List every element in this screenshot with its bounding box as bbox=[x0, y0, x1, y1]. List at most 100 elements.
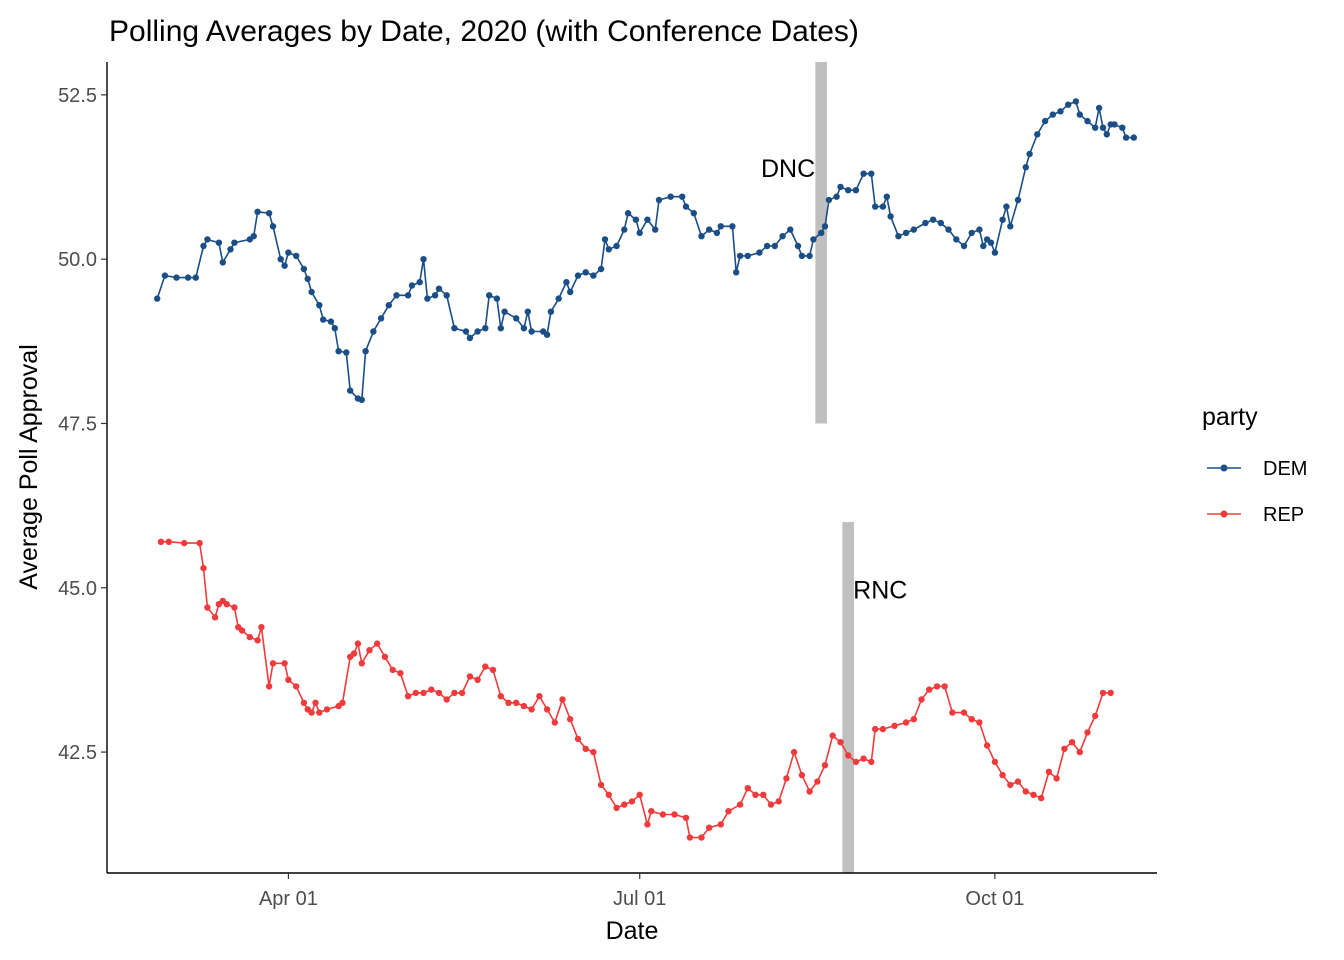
data-point bbox=[204, 236, 211, 243]
data-point bbox=[690, 210, 697, 217]
data-point bbox=[528, 328, 535, 335]
data-point bbox=[293, 252, 300, 260]
data-point bbox=[999, 771, 1006, 779]
data-point bbox=[223, 601, 230, 608]
data-point bbox=[644, 821, 651, 828]
data-point bbox=[420, 256, 427, 263]
data-point bbox=[852, 187, 860, 194]
data-point bbox=[204, 604, 211, 611]
data-point bbox=[845, 752, 852, 759]
data-point bbox=[327, 318, 335, 325]
data-point bbox=[1099, 689, 1107, 697]
data-point bbox=[613, 242, 620, 250]
data-point bbox=[682, 203, 690, 210]
data-point bbox=[798, 252, 806, 260]
data-point bbox=[320, 316, 327, 323]
data-point bbox=[1068, 739, 1076, 746]
data-point bbox=[424, 295, 431, 302]
data-point bbox=[200, 564, 207, 572]
data-point bbox=[254, 637, 261, 644]
data-point bbox=[879, 203, 887, 210]
data-point bbox=[377, 315, 385, 322]
y-tick-label: 50.0 bbox=[58, 249, 97, 271]
data-point bbox=[443, 292, 450, 299]
y-tick-label: 45.0 bbox=[58, 578, 97, 600]
legend-title: party bbox=[1202, 403, 1258, 431]
data-point bbox=[872, 725, 879, 733]
data-point bbox=[632, 216, 640, 223]
data-point bbox=[1014, 778, 1022, 785]
data-point bbox=[192, 274, 199, 281]
data-point bbox=[648, 808, 655, 815]
data-point bbox=[474, 676, 481, 683]
data-point bbox=[215, 239, 223, 246]
data-point bbox=[300, 265, 308, 273]
data-point bbox=[339, 699, 346, 706]
data-point bbox=[1092, 712, 1099, 720]
legend-label: DEM bbox=[1263, 458, 1307, 480]
data-point bbox=[489, 666, 497, 674]
data-point bbox=[277, 256, 284, 263]
y-axis-ticks: 42.5 45.0 47.5 50.0 52.5 bbox=[58, 85, 107, 764]
data-point bbox=[902, 719, 910, 726]
data-point bbox=[636, 791, 643, 798]
data-point bbox=[246, 633, 253, 641]
data-point bbox=[837, 183, 844, 191]
data-point bbox=[767, 801, 775, 808]
data-point bbox=[281, 660, 288, 667]
data-point bbox=[559, 696, 566, 703]
data-point bbox=[219, 259, 226, 266]
data-point bbox=[547, 308, 555, 315]
data-point bbox=[1007, 223, 1014, 230]
data-point bbox=[435, 285, 443, 292]
data-point bbox=[868, 170, 875, 177]
data-point bbox=[1061, 745, 1068, 752]
data-point bbox=[258, 624, 265, 631]
data-point bbox=[852, 758, 860, 766]
data-point bbox=[717, 821, 724, 828]
data-point bbox=[486, 292, 493, 299]
data-point bbox=[366, 647, 373, 654]
data-point bbox=[860, 170, 867, 177]
data-point bbox=[308, 288, 315, 296]
data-point bbox=[574, 735, 582, 743]
data-point bbox=[497, 693, 504, 700]
data-point bbox=[910, 226, 917, 233]
data-point bbox=[775, 798, 782, 805]
data-point bbox=[281, 262, 288, 269]
y-tick-label: 42.5 bbox=[58, 742, 97, 764]
data-point bbox=[474, 328, 481, 335]
data-point bbox=[652, 226, 659, 233]
data-point bbox=[1065, 101, 1072, 108]
data-point bbox=[563, 279, 570, 286]
rnc-label: RNC bbox=[853, 576, 907, 604]
data-point bbox=[1122, 134, 1130, 141]
data-point bbox=[505, 699, 512, 706]
data-point bbox=[1034, 131, 1041, 138]
data-point bbox=[976, 719, 983, 726]
data-point bbox=[933, 683, 941, 690]
data-point bbox=[1119, 124, 1126, 131]
data-point bbox=[543, 706, 551, 713]
data-point bbox=[1003, 203, 1010, 210]
data-point bbox=[513, 699, 520, 706]
data-point bbox=[783, 775, 790, 782]
data-point bbox=[736, 252, 744, 260]
data-point bbox=[597, 781, 605, 789]
data-point bbox=[1107, 689, 1114, 697]
chart-title: Polling Averages by Date, 2020 (with Con… bbox=[109, 15, 859, 48]
data-point bbox=[331, 325, 338, 332]
data-point bbox=[613, 804, 620, 812]
data-point bbox=[960, 242, 968, 250]
y-tick-label: 47.5 bbox=[58, 413, 97, 435]
data-point bbox=[451, 689, 458, 697]
data-point bbox=[752, 791, 759, 798]
data-point bbox=[404, 693, 412, 700]
data-point bbox=[393, 292, 400, 299]
conference-bar-rnc bbox=[842, 522, 854, 873]
data-point bbox=[1111, 121, 1118, 128]
data-point bbox=[976, 226, 983, 233]
data-point bbox=[590, 748, 597, 756]
data-point bbox=[211, 614, 219, 621]
